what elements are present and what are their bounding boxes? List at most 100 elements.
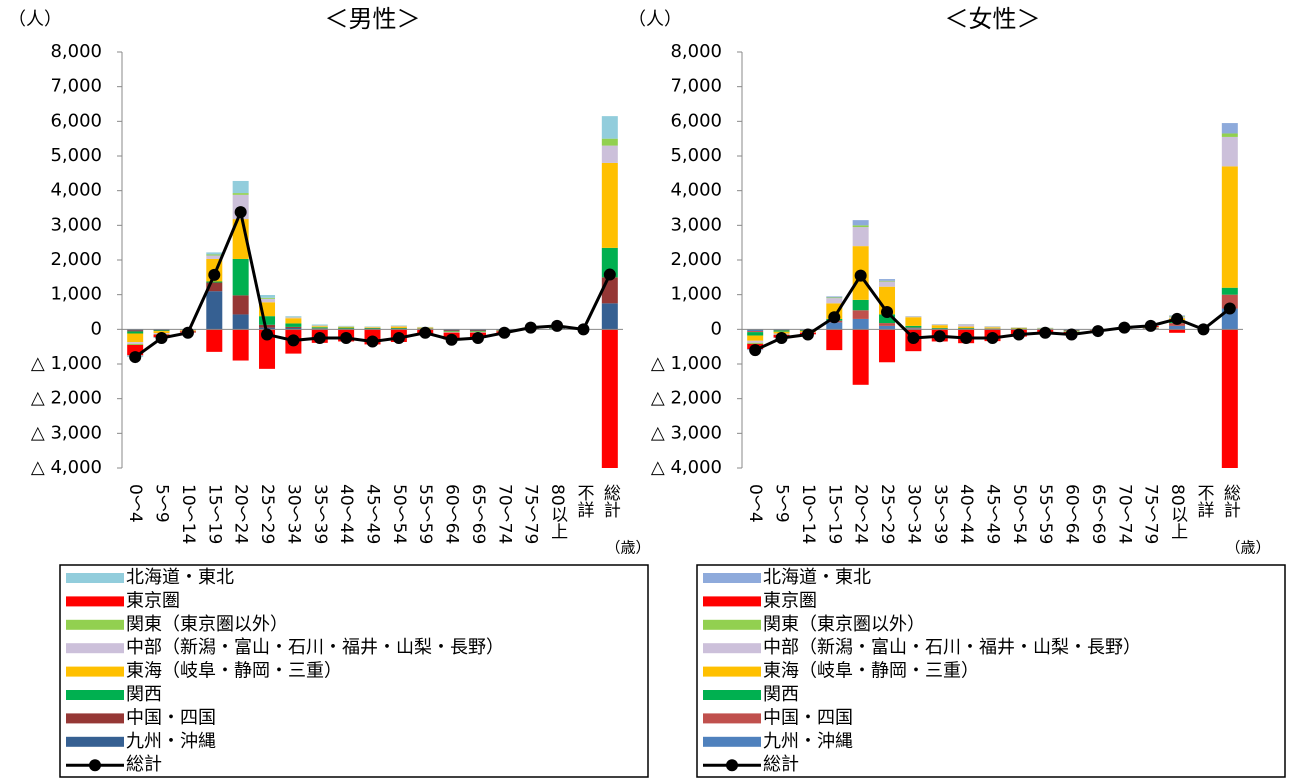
bar — [747, 331, 764, 333]
line-point — [907, 332, 920, 344]
legend-box — [59, 564, 649, 778]
y-tick-label: △ 3,000 — [31, 422, 102, 443]
x-tick-label: 75～79 — [1141, 484, 1161, 544]
legend-swatch — [703, 643, 761, 654]
legend-swatch — [703, 573, 761, 583]
bar — [1221, 166, 1238, 288]
legend-label: 中国・四国 — [126, 707, 216, 728]
bar — [984, 327, 1001, 329]
line-point — [960, 332, 973, 344]
x-tick-label: 5～9 — [152, 484, 172, 523]
bar — [285, 318, 302, 324]
chart: ＜男性＞ （人） （歳） △ 4,000 △ 3,000 △ 2,000 △ 1,000 0 1… — [8, 5, 651, 778]
line-point — [577, 323, 590, 336]
y-tick-label: 2,000 — [670, 249, 722, 270]
y-tick-label: △ 4,000 — [651, 457, 722, 478]
bar — [958, 324, 975, 327]
y-tick-label: 8,000 — [670, 41, 722, 62]
x-tick-label: 80以上 — [547, 484, 568, 540]
line-point — [471, 332, 484, 344]
chart-title: ＜男性＞ — [325, 5, 421, 33]
legend-label: 中部（新潟・富山・石川・福井・山梨・長野） — [763, 637, 1141, 658]
line-point — [828, 311, 841, 324]
x-tick-label: 70～74 — [1114, 484, 1134, 544]
x-tick-label: 65～69 — [468, 484, 488, 544]
bar — [852, 329, 869, 385]
line-point — [366, 335, 379, 348]
line-point — [445, 333, 458, 346]
bar — [1221, 329, 1238, 468]
bar — [601, 329, 618, 468]
bar — [285, 316, 302, 317]
bar — [905, 317, 922, 326]
bar — [390, 327, 407, 329]
bar — [852, 310, 869, 319]
x-tick-label: 55～59 — [415, 484, 435, 544]
x-unit: （歳） — [605, 539, 650, 557]
x-tick-label: 70～74 — [494, 484, 514, 544]
legend-label: 関東（東京圏以外） — [126, 614, 288, 635]
line-point — [933, 330, 946, 343]
bar — [1221, 123, 1238, 134]
bar — [601, 303, 618, 330]
bar — [127, 343, 144, 345]
x-tick-label: 50～54 — [1009, 484, 1029, 544]
legend-label: 中国・四国 — [763, 707, 853, 728]
y-tick-label: 1,000 — [50, 284, 102, 305]
bar — [852, 227, 869, 247]
bar — [127, 342, 144, 344]
bar — [206, 255, 223, 259]
line-point — [313, 332, 326, 344]
line-point — [986, 332, 999, 344]
y-tick-label: 7,000 — [670, 76, 722, 97]
bar — [601, 138, 618, 146]
bar — [826, 296, 843, 298]
bar — [127, 329, 144, 331]
y-tick-label: 0 — [91, 318, 102, 339]
legend-swatch — [703, 713, 761, 724]
legend-label: 関西 — [126, 684, 162, 705]
bar — [285, 317, 302, 319]
bar — [153, 330, 170, 332]
x-tick-label: 10～14 — [178, 484, 198, 544]
bar — [1221, 133, 1238, 137]
y-tick-label: 3,000 — [50, 214, 102, 235]
line-point — [234, 206, 247, 219]
bar — [206, 254, 223, 256]
bar — [879, 314, 896, 324]
y-tick-label: 5,000 — [670, 145, 722, 166]
legend-swatch — [66, 619, 124, 630]
bar — [852, 225, 869, 228]
legend-label: 中部（新潟・富山・石川・福井・山梨・長野） — [126, 637, 504, 658]
bar — [259, 297, 276, 299]
bar — [826, 329, 843, 351]
legend-label: 東京圏 — [763, 590, 817, 611]
line-point — [498, 326, 511, 339]
bar — [285, 327, 302, 330]
legend-swatch — [703, 690, 761, 700]
x-tick-label: 20～24 — [231, 484, 251, 544]
x-tick-label: 0～4 — [745, 484, 765, 523]
legend-label: 東海（岐阜・静岡・三重） — [126, 661, 342, 682]
y-unit: （人） — [628, 9, 682, 30]
legend-label: 総計 — [126, 754, 162, 775]
line-point — [419, 326, 432, 339]
bar — [931, 327, 948, 329]
line-point — [1065, 328, 1078, 341]
line-point — [1144, 319, 1157, 332]
line-point — [1091, 325, 1104, 338]
legend-swatch — [66, 643, 124, 654]
bar — [443, 330, 460, 332]
bar — [311, 326, 328, 328]
legend-marker — [726, 759, 738, 772]
bar — [905, 328, 922, 330]
bar — [958, 327, 975, 329]
bar — [1221, 287, 1238, 295]
x-unit: （歳） — [1225, 539, 1270, 557]
y-unit: （人） — [8, 9, 62, 30]
line-point — [181, 326, 194, 339]
bar — [1221, 308, 1238, 330]
legend-swatch — [703, 619, 761, 630]
bar — [127, 333, 144, 343]
